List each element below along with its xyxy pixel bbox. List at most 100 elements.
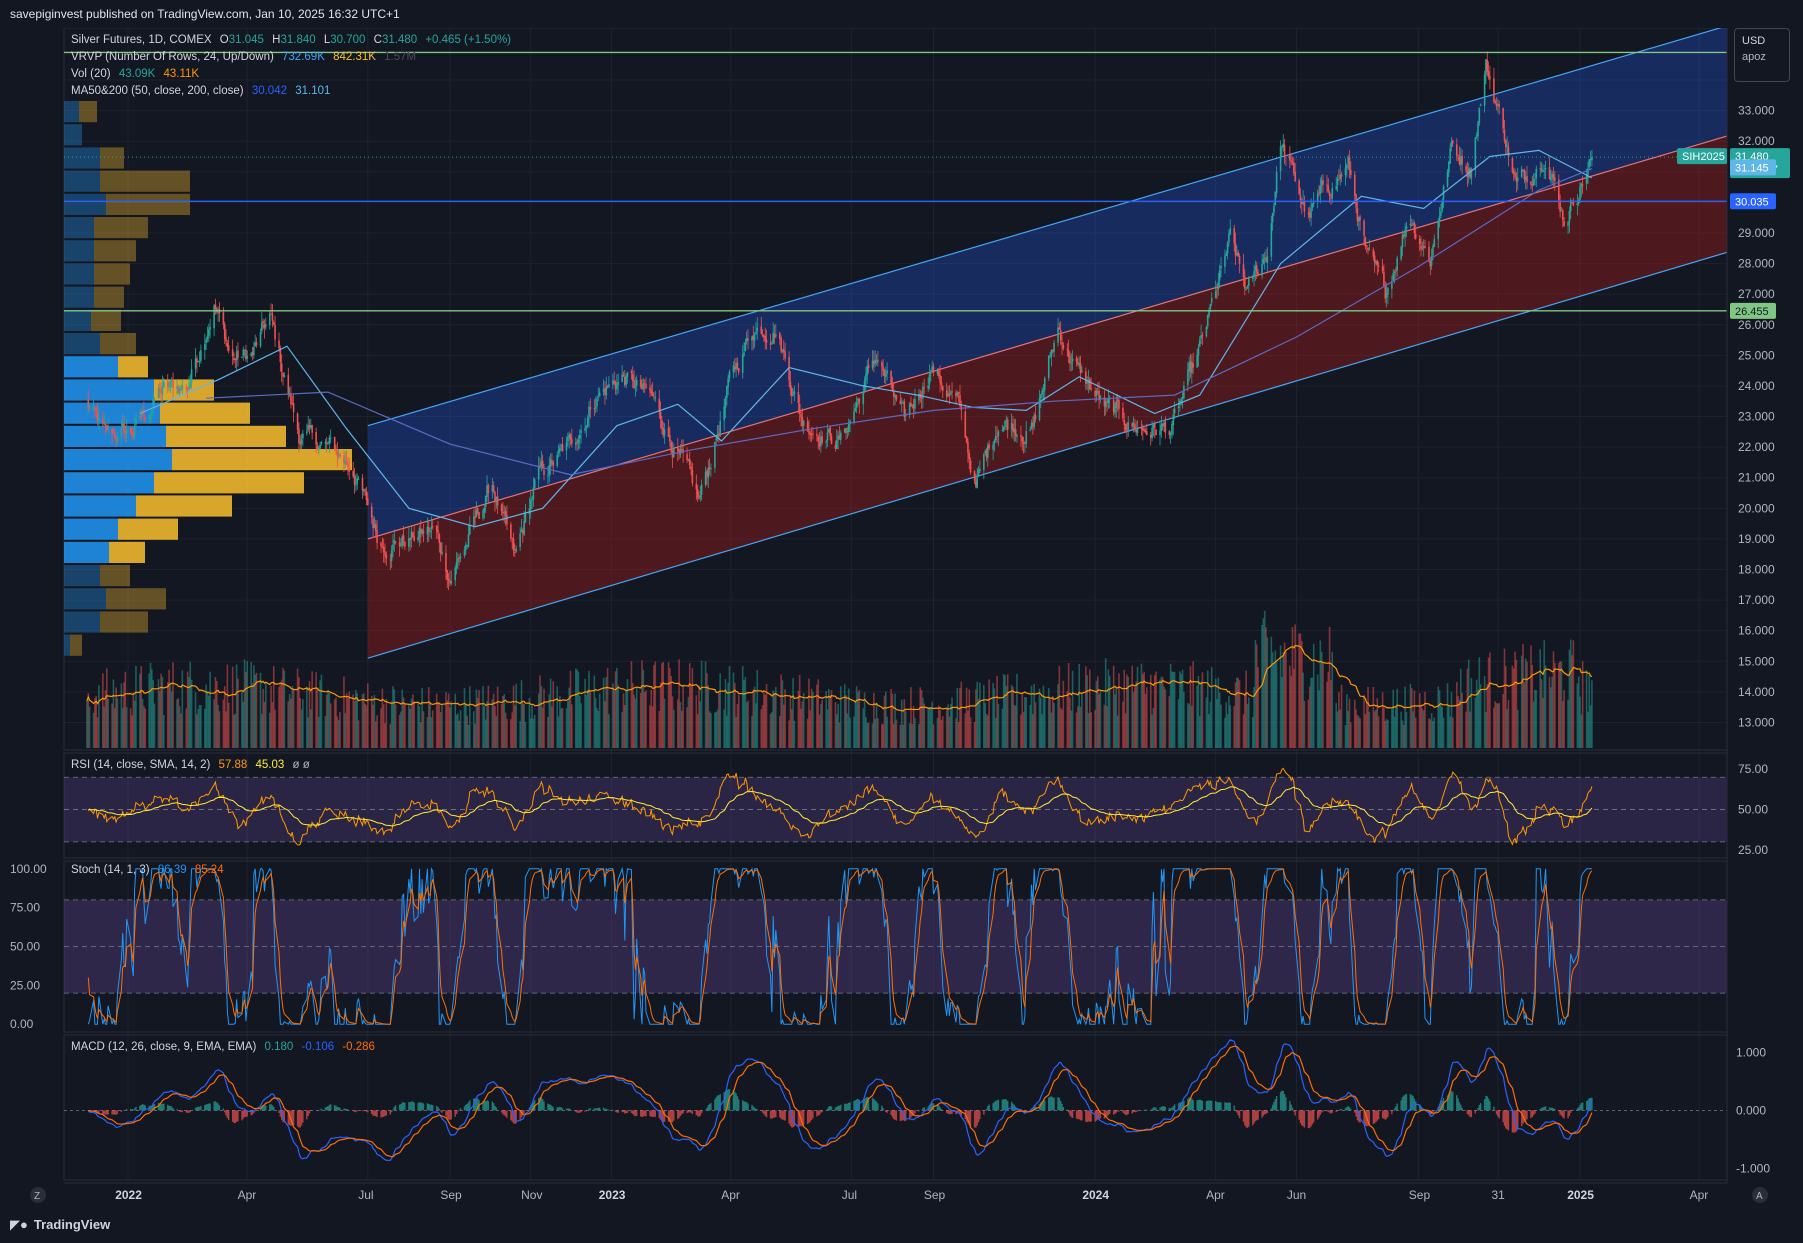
ma-legend[interactable]: MA50&200 (50, close, 200, close) 30.042 … [71,85,335,97]
candle-body [857,398,859,401]
volume-bar [1429,719,1432,748]
macd-hist-bar [598,1107,601,1111]
macd-hist-bar [985,1108,988,1111]
candle-body [1024,442,1026,444]
candle-body [1526,176,1528,183]
volume-bar [1200,681,1202,748]
volume-bar [242,701,245,748]
candle-body [1200,335,1202,339]
volume-bar [394,704,397,748]
macd-hist-bar [1515,1110,1518,1132]
volume-bar [506,718,508,748]
auto-scale-button[interactable] [1752,1187,1768,1203]
volume-bar [576,669,578,748]
vol-legend[interactable]: Vol (20) 43.09K 43.11K [71,68,204,80]
candle-body [755,331,757,335]
volume-bar [500,703,503,748]
volume-bar [1353,699,1356,748]
volume-bar [653,665,655,748]
macd-hist-bar [645,1110,647,1117]
price-tick-label: 28.000 [1738,257,1775,271]
macd-hist-bar [875,1101,878,1111]
macd-hist-bar [867,1097,870,1111]
volume-bar [597,710,600,748]
macd-hist-bar [735,1093,737,1111]
volume-bar [1032,714,1034,748]
macd-hist-bar [1285,1097,1287,1111]
volume-bar [245,671,247,748]
candle-body [1285,155,1287,157]
tradingview-logo[interactable]: ◤● TradingView [10,1217,110,1233]
volume-bar [704,661,707,748]
time-tick-label: Sep [924,1188,946,1202]
volume-bar [1319,640,1322,748]
volume-bar [1126,674,1128,748]
macd-hist-bar [1085,1110,1087,1122]
volume-bar [1467,659,1470,748]
candle-body [466,545,468,547]
volume-bar [1580,714,1583,748]
macd-hist-bar [226,1110,229,1119]
vrvp-legend[interactable]: VRVP (Number Of Rows, 24, Up/Down) 732.6… [71,51,421,63]
candle-body [843,428,846,433]
volume-bar [1002,674,1005,748]
main-legend[interactable]: Silver Futures, 1D, COMEX O31.045 H31.84… [71,34,516,46]
volume-bar [561,707,564,748]
rsi-sma-value: 45.03 [255,759,285,771]
volume-bar [821,699,824,748]
volume-bar [1307,699,1310,748]
auto-scale-icon: A [1756,1191,1763,1202]
macd-hist-bar [976,1110,978,1126]
candle-body [197,360,200,362]
volume-bar [941,716,944,748]
candle-body [324,441,327,444]
candle-body [1253,271,1255,276]
rsi-legend[interactable]: RSI (14, close, SMA, 14, 2) 57.88 45.03 … [71,759,315,771]
macd-legend[interactable]: MACD (12, 26, close, 9, EMA, EMA) 0.180 … [71,1041,380,1053]
candle-body [641,385,643,390]
macd-hist-bar [1283,1093,1286,1111]
macd-hist-bar [838,1105,841,1111]
volume-bar [937,705,940,748]
candle-body [1021,436,1024,442]
volume-bar [469,686,471,748]
macd-hist-bar [263,1105,266,1111]
macd-hist-bar [428,1104,430,1111]
volume-bar [333,699,336,748]
candle-body [234,358,237,360]
macd-hist-bar [1301,1110,1303,1126]
macd-hist-bar [1291,1107,1294,1111]
candle-body [845,427,847,434]
macd-hist-bar [1576,1108,1579,1111]
candle-body [1136,429,1139,433]
zoom-reset-button[interactable] [30,1187,46,1203]
macd-hist-bar [1587,1099,1589,1111]
candle-body [877,360,879,363]
macd-hist-bar [633,1110,635,1116]
candle-body [773,333,776,338]
candle-body [586,417,589,427]
stoch-legend[interactable]: Stoch (14, 1, 3) 86.39 85.24 [71,864,229,876]
candle-body [1448,162,1450,173]
rsi-sma-line [88,786,1593,827]
volume-bar [1477,689,1479,748]
candle-body [630,371,633,373]
vp-up-bar [64,611,100,633]
candle-body [361,478,364,491]
currency-selector[interactable]: USD apoz [1734,28,1790,82]
volume-bar [372,704,374,748]
candle-body [1429,261,1432,267]
price-tick-label: 18.000 [1738,563,1775,577]
volume-bar [409,708,411,748]
macd-hist-bar [1290,1104,1292,1111]
candle-body [176,386,178,389]
macd-hist-bar [1253,1110,1255,1124]
candle-body [1189,361,1192,372]
macd-hist-bar [977,1110,980,1123]
macd-hist-bar [567,1108,569,1111]
volume-bar [445,691,447,748]
volume-bar [88,706,91,748]
volume-bar [914,717,916,748]
vp-down-bar [106,193,190,215]
